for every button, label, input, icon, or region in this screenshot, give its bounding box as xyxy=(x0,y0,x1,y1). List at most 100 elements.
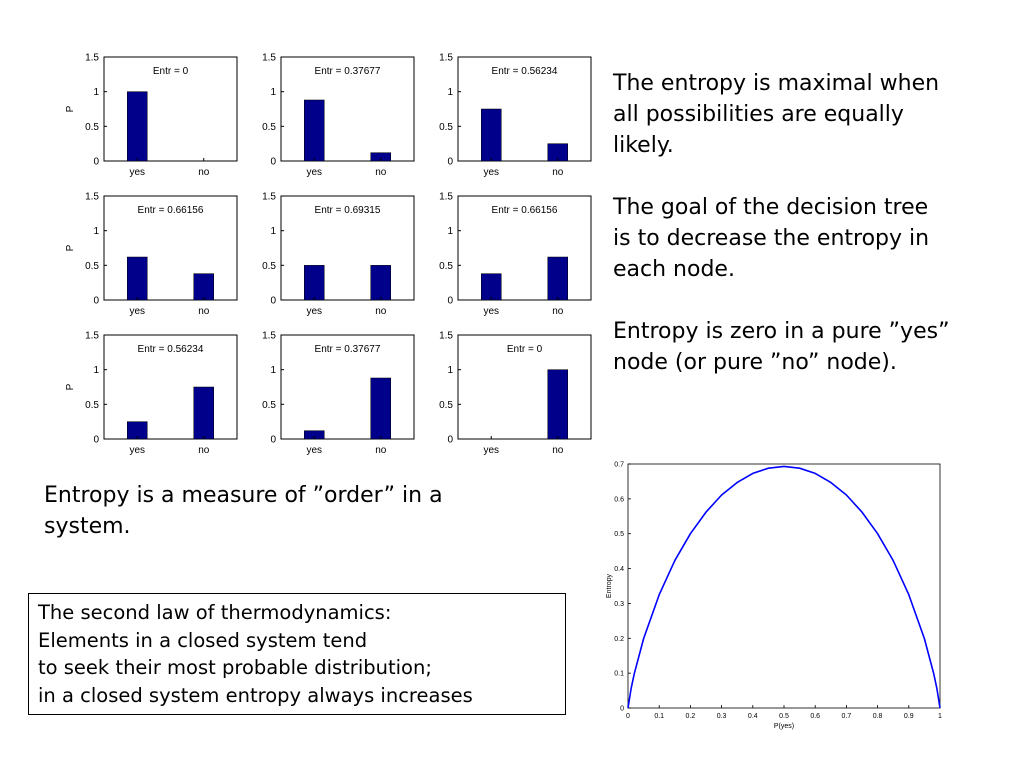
x-tick-label: no xyxy=(552,306,564,317)
plot-frame xyxy=(103,56,238,162)
blank-line xyxy=(613,285,949,316)
bar-no xyxy=(547,256,568,301)
text-line: all possibilities are equally xyxy=(613,102,904,127)
y-tick-label: 1.5 xyxy=(85,53,99,64)
y-axis-label: Entropy xyxy=(606,573,613,598)
bar-chart-panel: 0 0.5 1 1.5 yes no Entr = 0.37677 xyxy=(262,331,415,456)
law-line: Elements in a closed system tend xyxy=(38,628,368,652)
x-tick-label: yes xyxy=(306,306,322,317)
y-tick-label: 0.5 xyxy=(85,400,99,411)
x-tick-label: yes xyxy=(306,167,322,178)
y-tick-label: 0 xyxy=(93,435,99,446)
bar-yes xyxy=(127,91,148,162)
y-tick-label: 1.5 xyxy=(262,331,276,342)
y-tick-label: 1.5 xyxy=(439,192,453,203)
bar-yes xyxy=(481,273,502,301)
x-tick-label: no xyxy=(375,445,387,456)
x-tick-label: yes xyxy=(483,167,499,178)
x-tick-label: no xyxy=(375,306,387,317)
entropy-line xyxy=(627,465,941,709)
x-tick-label: no xyxy=(552,445,564,456)
y-tick-label: 1 xyxy=(93,365,99,376)
y-tick-label: 0.5 xyxy=(439,261,453,272)
y-tick-label: 0 xyxy=(447,435,453,446)
y-tick-label: 0.5 xyxy=(439,122,453,133)
plot-frame xyxy=(627,463,941,709)
bar-chart-panel: 0 0.5 1 1.5 yes no Entr = 0.37677 xyxy=(262,53,415,178)
x-tick-label: no xyxy=(198,167,210,178)
y-tick-label: 1 xyxy=(270,365,276,376)
y-tick-label: 1.5 xyxy=(439,331,453,342)
y-tick-label: 1 xyxy=(270,226,276,237)
x-tick-label: 0.5 xyxy=(779,713,789,720)
y-tick-label: 1 xyxy=(447,365,453,376)
y-tick-label: 0.5 xyxy=(439,400,453,411)
plot-frame xyxy=(280,195,415,301)
x-tick-label: 0 xyxy=(626,713,630,720)
entropy-annotation: Entr = 0.66156 xyxy=(492,205,558,216)
plot-frame xyxy=(457,334,592,440)
y-tick-label: 0 xyxy=(447,157,453,168)
x-tick-label: no xyxy=(198,445,210,456)
y-tick-label: 0.6 xyxy=(614,496,624,503)
text-line: Entropy is a measure of ”order” in a xyxy=(44,483,443,508)
y-tick-label: 1 xyxy=(447,87,453,98)
y-tick-label: 1.5 xyxy=(85,192,99,203)
second-law-box: The second law of thermodynamics: Elemen… xyxy=(28,593,566,715)
y-tick-label: 0 xyxy=(93,157,99,168)
y-tick-label: 0 xyxy=(270,157,276,168)
bar-chart-grid: 0 0.5 1 1.5 yes no Entr = 0 P 0 0.5 1 1.5 yes no Entr … xyxy=(65,53,592,456)
y-tick-label: 0 xyxy=(93,296,99,307)
y-tick-label: 0 xyxy=(447,296,453,307)
y-tick-label: 0 xyxy=(270,435,276,446)
y-tick-label: 1.5 xyxy=(262,192,276,203)
y-tick-label: 1.5 xyxy=(262,53,276,64)
y-tick-label: 0.2 xyxy=(614,636,624,643)
entropy-annotation: Entr = 0.56234 xyxy=(492,66,558,77)
x-tick-label: yes xyxy=(483,306,499,317)
x-tick-label: 0.2 xyxy=(686,713,696,720)
bar-no xyxy=(193,386,214,440)
x-tick-label: 0.4 xyxy=(748,713,758,720)
y-axis-label: P xyxy=(65,244,76,251)
x-tick-label: yes xyxy=(129,306,145,317)
law-line: to seek their most probable distribution… xyxy=(38,656,432,679)
y-tick-label: 0.5 xyxy=(262,122,276,133)
bar-yes xyxy=(481,108,502,162)
law-line: The second law of thermodynamics: xyxy=(38,601,392,624)
y-tick-label: 1.5 xyxy=(85,331,99,342)
bar-chart-panel: 0 0.5 1 1.5 yes no Entr = 0 P xyxy=(65,53,238,178)
y-tick-label: 1 xyxy=(93,226,99,237)
bar-yes xyxy=(127,256,148,301)
x-axis-label: P(yes) xyxy=(774,723,794,730)
bar-no xyxy=(193,273,214,301)
x-tick-label: 0.8 xyxy=(873,713,883,720)
text-line: each node. xyxy=(613,257,735,282)
y-tick-label: 0.3 xyxy=(614,601,624,608)
x-tick-label: 0.9 xyxy=(904,713,914,720)
x-tick-label: no xyxy=(552,167,564,178)
bar-chart-panel: 0 0.5 1 1.5 yes no Entr = 0.56234 xyxy=(439,53,592,178)
text-line: The goal of the decision tree xyxy=(613,195,929,220)
plot-frame xyxy=(280,334,415,440)
x-tick-label: yes xyxy=(129,445,145,456)
y-tick-label: 0.7 xyxy=(614,462,624,469)
entropy-annotation: Entr = 0.66156 xyxy=(138,205,204,216)
plot-frame xyxy=(457,195,592,301)
y-tick-label: 0 xyxy=(620,706,624,713)
x-tick-label: no xyxy=(198,306,210,317)
y-tick-label: 0.5 xyxy=(85,261,99,272)
x-tick-label: yes xyxy=(129,167,145,178)
entropy-annotation: Entr = 0.37677 xyxy=(315,66,381,77)
y-tick-label: 0.1 xyxy=(614,671,624,678)
text-line: Entropy is zero in a pure ”yes” xyxy=(613,319,950,344)
text-line: is to decrease the entropy in xyxy=(613,226,930,251)
plot-frame xyxy=(457,56,592,162)
x-tick-label: 0.1 xyxy=(654,713,664,720)
y-tick-label: 1 xyxy=(270,87,276,98)
y-tick-label: 0 xyxy=(270,296,276,307)
entropy-annotation: Entr = 0.37677 xyxy=(315,344,381,355)
x-tick-label: no xyxy=(375,167,387,178)
bar-chart-panel: 0 0.5 1 1.5 yes no Entr = 0.66156 P xyxy=(65,192,238,317)
y-axis-label: P xyxy=(65,383,76,390)
